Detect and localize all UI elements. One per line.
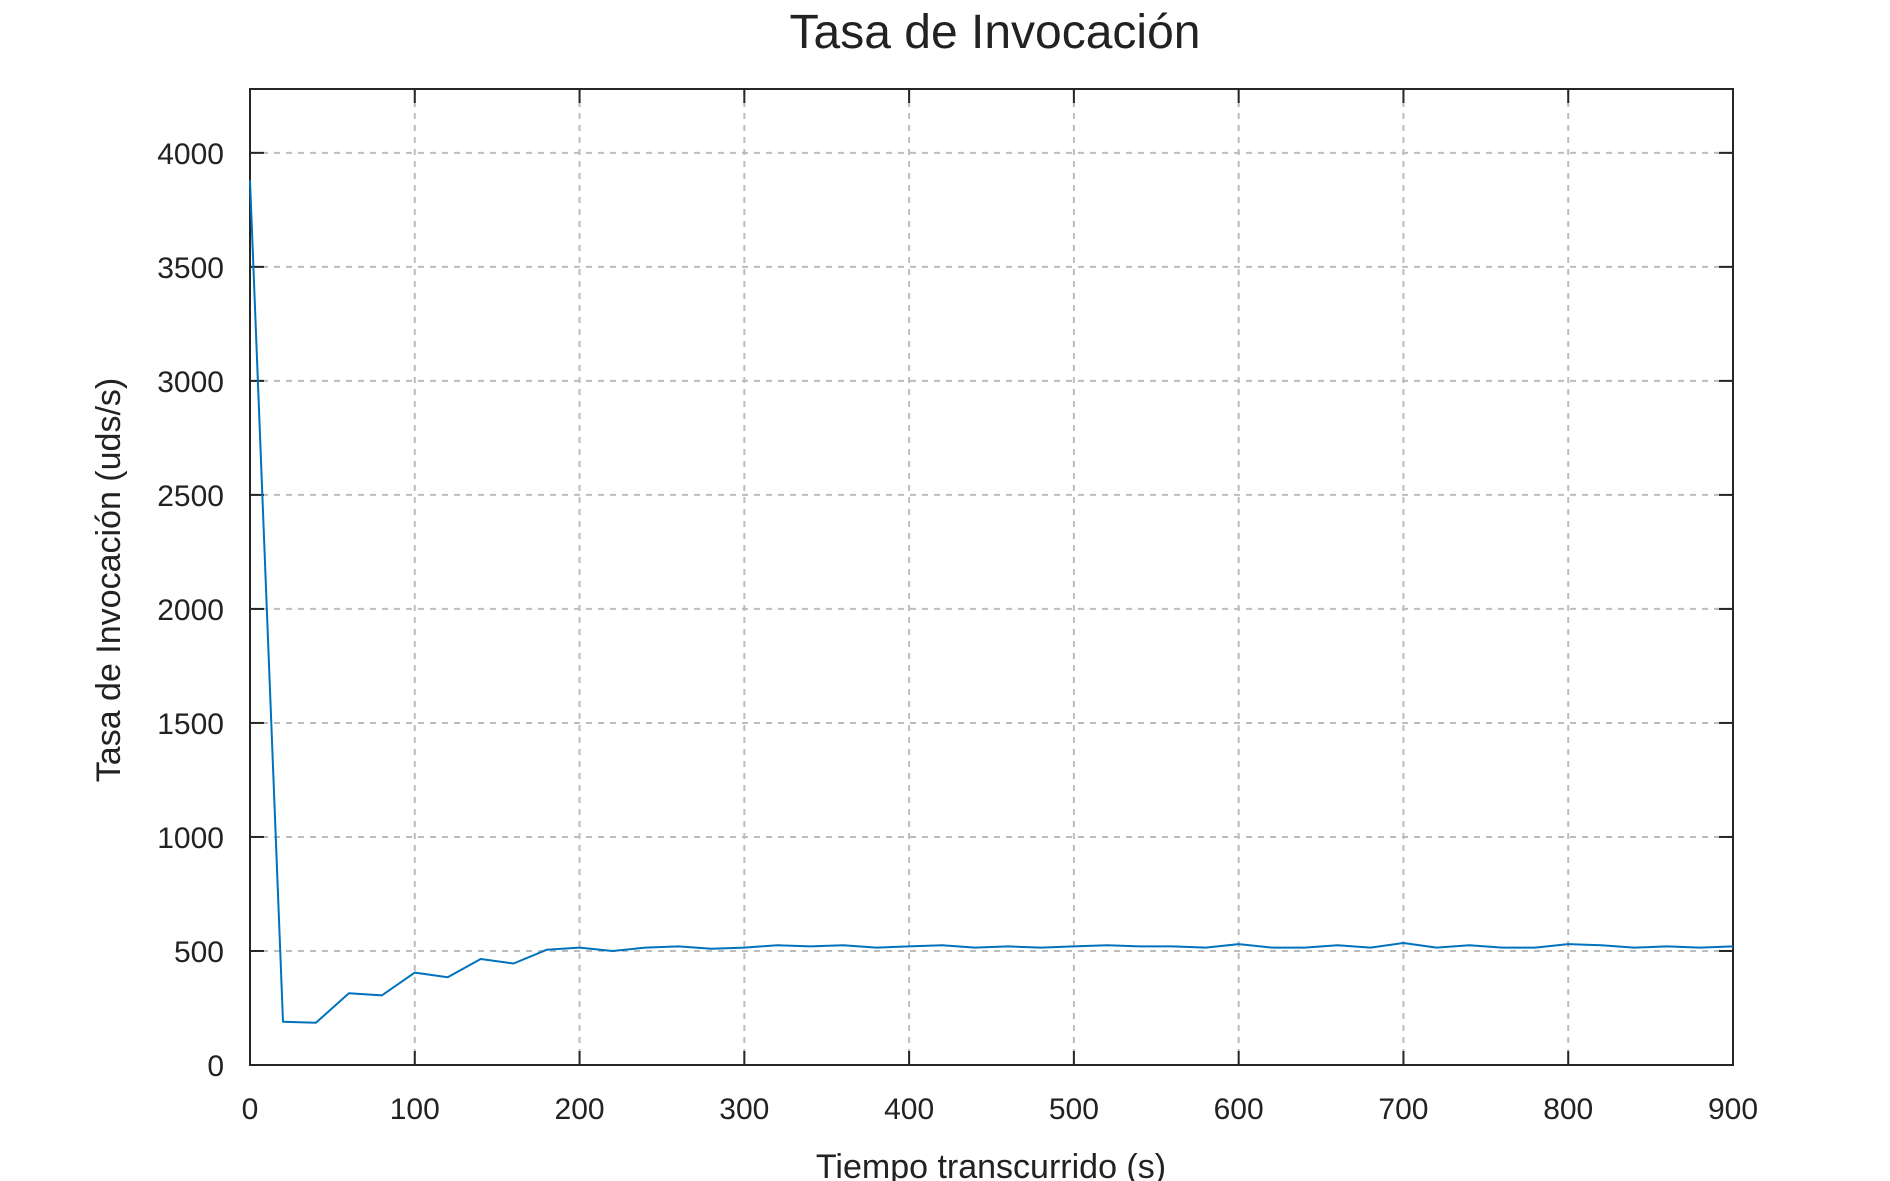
grid-lines [250, 89, 1733, 1065]
y-tick-label: 0 [207, 1050, 224, 1083]
x-tick-label: 600 [1214, 1093, 1264, 1126]
x-tick-label: 100 [390, 1093, 440, 1126]
y-tick-label: 500 [174, 936, 224, 969]
x-axis-label: Tiempo transcurrido (s) [816, 1148, 1166, 1181]
y-tick-label: 3000 [157, 366, 224, 399]
y-tick-label: 3500 [157, 252, 224, 285]
y-tick-label: 1000 [157, 822, 224, 855]
x-axis-tick-labels: 0 100 200 300 400 500 600 700 800 900 [242, 1093, 1758, 1126]
x-tick-label: 700 [1378, 1093, 1428, 1126]
x-tick-label: 900 [1708, 1093, 1758, 1126]
x-tick-label: 300 [719, 1093, 769, 1126]
x-tick-label: 400 [884, 1093, 934, 1126]
y-tick-label: 4000 [157, 138, 224, 171]
y-tick-label: 2500 [157, 480, 224, 513]
series-line [249, 180, 1734, 1024]
x-tick-label: 800 [1543, 1093, 1593, 1126]
x-tick-label: 200 [555, 1093, 605, 1126]
plot-frame [249, 88, 1734, 1066]
y-tick-label: 2000 [157, 594, 224, 627]
chart-title: Tasa de Invocación [790, 6, 1201, 59]
y-axis-tick-labels: 0 500 1000 1500 2000 2500 3000 3500 4000 [157, 138, 224, 1083]
y-tick-label: 1500 [157, 708, 224, 741]
data-series [249, 180, 1734, 1024]
axis-ticks [249, 89, 1734, 1066]
y-axis-label: Tasa de Invocación (uds/s) [90, 378, 128, 782]
x-tick-label: 500 [1049, 1093, 1099, 1126]
x-tick-label: 0 [242, 1093, 259, 1126]
